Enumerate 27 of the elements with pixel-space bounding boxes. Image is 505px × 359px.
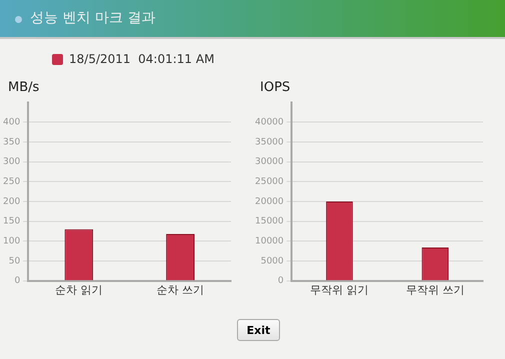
y-tick-label: 300 <box>2 157 20 168</box>
x-tick-label: 무작위 읽기 <box>310 283 369 296</box>
y-axis-title: IOPS <box>260 80 290 95</box>
y-tick-label: 200 <box>2 196 20 207</box>
y-tick-label: 10000 <box>254 236 284 246</box>
y-tick-label: 0 <box>278 276 284 286</box>
y-tick-label: 35000 <box>254 137 284 148</box>
y-tick-label: 400 <box>2 118 20 128</box>
y-tick-label: 5000 <box>260 256 284 266</box>
y-tick-label: 40000 <box>254 118 284 128</box>
y-tick-label: 15000 <box>254 216 284 227</box>
y-tick-label: 0 <box>14 276 20 286</box>
text: Exit <box>237 319 280 341</box>
y-axis-title: MB/s <box>8 80 40 95</box>
y-tick-label: 50 <box>8 256 20 266</box>
y-tick-label: 25000 <box>254 177 284 188</box>
x-tick-label: 순차 읽기 <box>55 283 103 296</box>
y-tick-label: 250 <box>2 177 20 188</box>
chart-title: 성능 벤치 마크 결과 <box>30 9 156 27</box>
legend-label: 18/5/2011 04:01:11 AM <box>68 52 214 66</box>
y-tick-label: 350 <box>2 137 20 148</box>
y-tick-label: 20000 <box>254 196 284 207</box>
y-tick-label: 150 <box>2 216 20 227</box>
y-tick-label: 30000 <box>254 157 284 168</box>
x-tick-label: 순차 쓰기 <box>156 283 204 296</box>
x-tick-label: 무작위 쓰기 <box>406 283 464 296</box>
y-tick-label: 100 <box>2 236 20 246</box>
